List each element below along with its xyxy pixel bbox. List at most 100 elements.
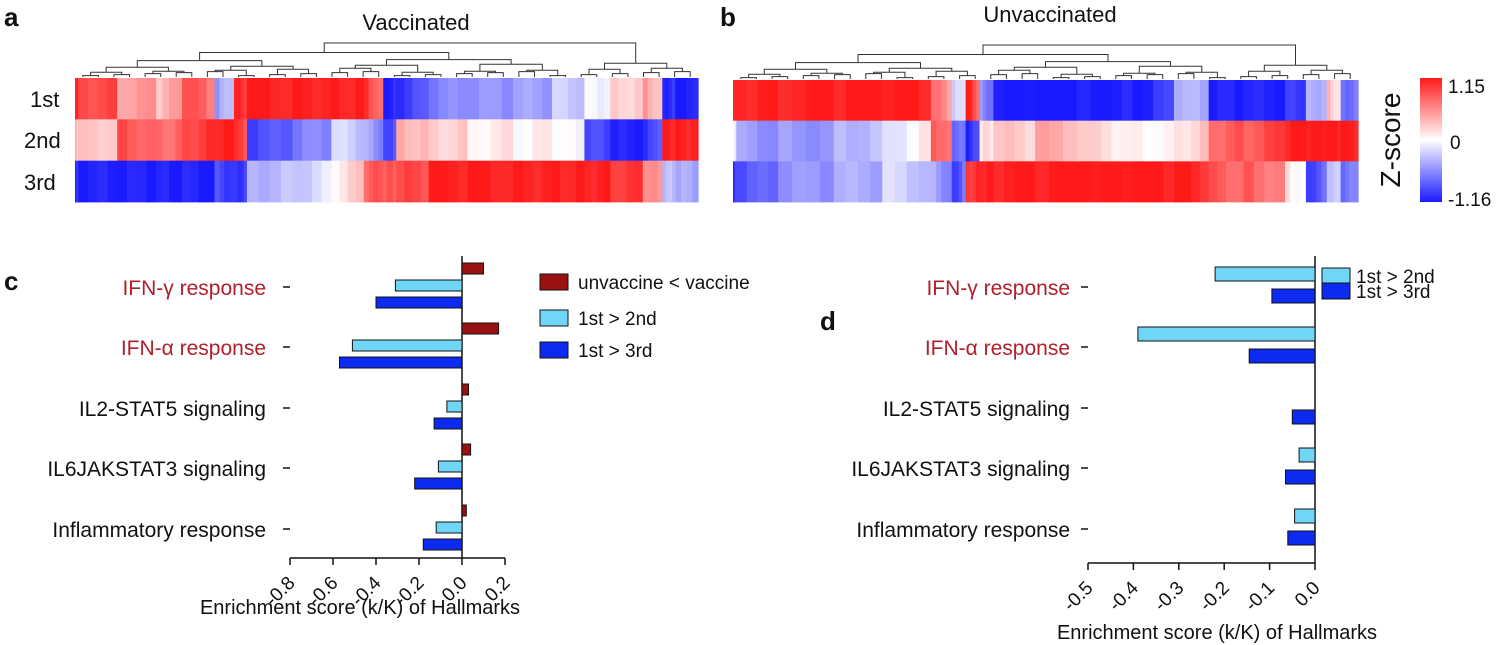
heatmap-b-cell [1163, 120, 1175, 162]
heatmap-b-cell [792, 161, 807, 203]
colorbar-mid-label: 0 [1450, 133, 1461, 154]
heatmap-b-cell [767, 80, 779, 122]
heatmap-a-cell [233, 78, 238, 120]
heatmap-a-cell [590, 119, 599, 162]
heatmap-a-cell [522, 160, 534, 203]
heatmap-a-cell [243, 119, 248, 162]
bar-chart-c-bar [375, 296, 463, 309]
heatmap-b-cell [1353, 120, 1359, 162]
heatmap-b-cell [1311, 80, 1317, 122]
heatmap-a-cell [692, 160, 699, 203]
heatmap-a-cell [97, 78, 109, 120]
heatmap-a-cell [368, 78, 375, 120]
heatmap-b-cell [1024, 161, 1036, 203]
heatmap-a-cell [412, 78, 422, 120]
heatmap-b-cell [746, 80, 758, 122]
heatmap-b-cell [733, 120, 736, 162]
dendrogram-b-branch [802, 75, 820, 79]
heatmap-a-cell [448, 119, 459, 162]
bar-chart-d-bar [1248, 348, 1316, 364]
legend-d-swatch-1st-2nd [1321, 267, 1351, 285]
heatmap-b-cell [941, 161, 948, 203]
heatmap-b-cell [734, 120, 737, 162]
heatmap-a-cell [206, 78, 216, 120]
heatmap-b-cell [870, 80, 883, 122]
heatmap-b-title: Unvaccinated [983, 2, 1116, 27]
heatmap-b-cell [1337, 120, 1342, 162]
heatmap-a-cell [438, 78, 449, 120]
bar-chart-d-bar [1287, 530, 1316, 546]
heatmap-b-cell [969, 80, 974, 122]
heatmap-a-cell [339, 119, 349, 162]
heatmap-b-cell [1003, 161, 1015, 203]
heatmap-a-cell [662, 119, 667, 162]
heatmap-a-cell [383, 160, 388, 203]
heatmap-b-cell [1353, 161, 1359, 203]
heatmap-b-cell [936, 161, 942, 203]
heatmap-b-cell [1035, 161, 1050, 203]
heatmap-b-cell [1153, 161, 1165, 203]
heatmap-a-cell [107, 119, 118, 162]
heatmap-b-cell [733, 80, 736, 122]
dendrogram-b-branch [771, 76, 789, 79]
heatmap-a-cell [396, 119, 405, 162]
heatmap-b-cell [1243, 80, 1255, 122]
heatmap-b-cell [1142, 120, 1154, 162]
heatmap-a-cell [224, 160, 230, 203]
heatmap-a-cell [182, 160, 191, 203]
heatmap-b-cell [979, 80, 984, 122]
heatmap-b-cell [792, 120, 807, 162]
dendrogram-b [740, 44, 1351, 79]
legend-c: unvaccine < vaccine 1st > 2nd 1st > 3rd [539, 273, 750, 362]
heatmap-a-cell [77, 160, 79, 203]
heatmap-b-cell [1349, 161, 1355, 203]
heatmap-a-cell [233, 119, 238, 162]
heatmap-b-cell [735, 80, 738, 122]
bar-chart-d-category-label: IL2-STAT5 signaling [883, 398, 1070, 421]
heatmap-a-cell [126, 78, 138, 120]
heatmap-a-cell [75, 78, 78, 120]
heatmap-b-cell [819, 120, 835, 162]
heatmap-b-cell [1253, 161, 1265, 203]
heatmap-a-cell [584, 78, 592, 120]
heatmap-a-cell [117, 78, 128, 120]
heatmap-a-cell [292, 78, 303, 120]
heatmap-a-cell [603, 160, 611, 203]
heatmap-b-cell [1101, 80, 1113, 122]
heatmap-b-cell [962, 161, 967, 203]
heatmap-a-cell [584, 119, 592, 162]
colorbar-max-label: 1.15 [1448, 77, 1485, 98]
heatmap-a-cell [269, 119, 282, 162]
heatmap-a-cell [190, 160, 199, 203]
heatmap-row-label-3rd: 3rd [24, 170, 56, 195]
heatmap-a-cell [597, 78, 605, 120]
heatmap-a-cell [219, 160, 225, 203]
dendrogram-a-branch [643, 72, 660, 77]
dendrogram-a-branch [206, 71, 224, 77]
heatmap-b-cell [1330, 120, 1335, 162]
heatmap-b-cell [1182, 161, 1192, 203]
heatmap-b-cell [1305, 161, 1312, 203]
heatmap-b-cell [1090, 80, 1102, 122]
heatmap-a-cell [368, 160, 375, 203]
heatmap-a-cell [355, 119, 365, 162]
heatmap-b-cell [736, 161, 748, 203]
legend-c-label-vacc: unvaccine < vaccine [578, 273, 750, 294]
heatmap-b-cell [1121, 80, 1133, 122]
dendrogram-b-branch [1209, 77, 1226, 79]
heatmap-a-cell [652, 119, 659, 162]
heatmap-b-cell [1344, 161, 1350, 203]
heatmap-a-title: Vaccinated [362, 10, 469, 35]
dendrogram-a-branch [674, 71, 691, 77]
heatmap-b-cell [805, 80, 821, 122]
heatmap-a-cell [281, 119, 293, 162]
dendrogram-a-branch [175, 72, 193, 77]
heatmap-b-cell [965, 120, 970, 162]
heatmap-b-cell [735, 120, 738, 162]
heatmap-b-cell [870, 161, 883, 203]
bar-chart-c-category-label: IL2-STAT5 signaling [79, 398, 266, 421]
heatmap-a-cell [281, 160, 293, 203]
heatmap-a-cell [386, 119, 391, 162]
heatmap-b-cell [845, 161, 859, 203]
